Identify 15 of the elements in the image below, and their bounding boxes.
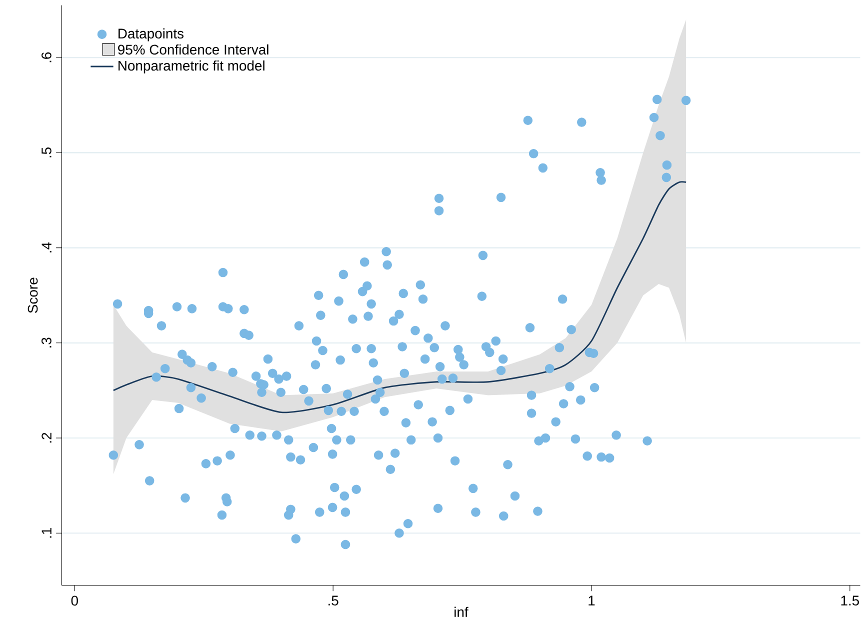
y-axis-title: Score (28, 278, 38, 313)
legend-label: Datapoints (118, 28, 184, 42)
y-tick-label: .3 (42, 338, 52, 348)
y-tick-label: .6 (42, 52, 52, 62)
legend-label: Nonparametric fit model (118, 60, 264, 74)
annotation: 95% Confidence Interval (118, 44, 268, 54)
y-tick-label: .2 (42, 432, 52, 442)
x-tick-label: 1 (588, 596, 595, 606)
y-tick-label: .5 (42, 147, 52, 158)
y-tick-label: .4 (42, 242, 52, 252)
y-tick-label: .1 (42, 528, 52, 538)
x-axis-title: inf (454, 606, 468, 617)
x-tick-label: .5 (328, 596, 338, 606)
x-tick-label: 1.5 (841, 596, 859, 606)
x-tick-label: 0 (71, 596, 78, 606)
